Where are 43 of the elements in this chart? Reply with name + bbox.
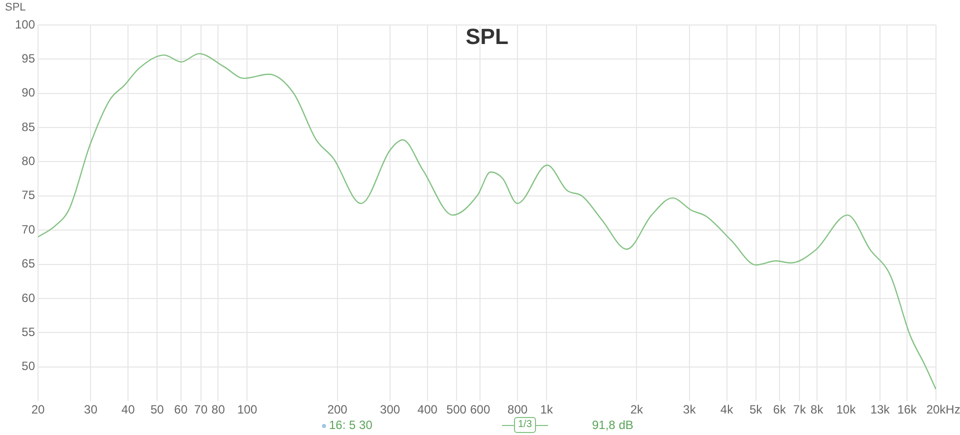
x-tick-label: 20 — [31, 402, 45, 417]
x-tick-label: 80 — [212, 402, 226, 417]
y-tick-label: 50 — [22, 359, 36, 374]
x-tick-label: 600 — [470, 402, 490, 417]
y-tick-label: 75 — [22, 188, 36, 202]
chart-title: SPL — [466, 24, 508, 50]
x-tick-label: 6k — [773, 402, 787, 417]
x-tick-label: 500 — [446, 402, 467, 417]
x-tick-label: 2k — [630, 402, 644, 417]
x-tick-label: 50 — [150, 402, 164, 417]
y-tick-label: 80 — [22, 154, 36, 168]
x-tick-label: 20k — [926, 402, 947, 417]
y-tick-label: 55 — [22, 324, 36, 339]
y-tick-label: 100 — [14, 17, 36, 32]
x-tick-label: 10k — [836, 402, 857, 417]
y-tick-label: 95 — [22, 51, 36, 66]
x-tick-label: 4k — [720, 402, 734, 417]
fraction-selector: 1/3 — [502, 417, 548, 433]
x-tick-label: 40 — [121, 402, 136, 417]
text: 91,8 dB — [592, 418, 634, 432]
y-axis-title: SPL — [5, 2, 26, 14]
y-tick-label: 85 — [22, 120, 36, 134]
x-tick-label: 1k — [540, 402, 554, 417]
x-tick-label: 60 — [174, 402, 188, 417]
y-tick-label: 90 — [22, 86, 36, 100]
x-tick-label: 3k — [683, 402, 697, 417]
x-axis-title: Hz — [946, 402, 960, 416]
x-tick-label: 400 — [417, 402, 438, 417]
x-tick-label: 30 — [84, 402, 98, 417]
x-tick-label: 7k — [793, 402, 807, 417]
text: 16: 5 30 — [329, 418, 372, 432]
x-tick-label: 8k — [810, 402, 824, 417]
x-tick-label: 300 — [380, 402, 400, 417]
x-tick-label: 100 — [237, 402, 258, 417]
x-tick-label: 800 — [508, 402, 528, 417]
y-tick-label: 60 — [22, 290, 36, 305]
x-tick-label: 5k — [749, 402, 764, 417]
x-tick-label: 200 — [327, 402, 348, 417]
x-tick-label: 16k — [897, 402, 918, 417]
x-tick-label: 70 — [194, 402, 208, 417]
x-tick-label: 13k — [870, 402, 891, 417]
y-tick-label: 70 — [22, 222, 36, 236]
y-tick-label: 65 — [22, 256, 36, 271]
